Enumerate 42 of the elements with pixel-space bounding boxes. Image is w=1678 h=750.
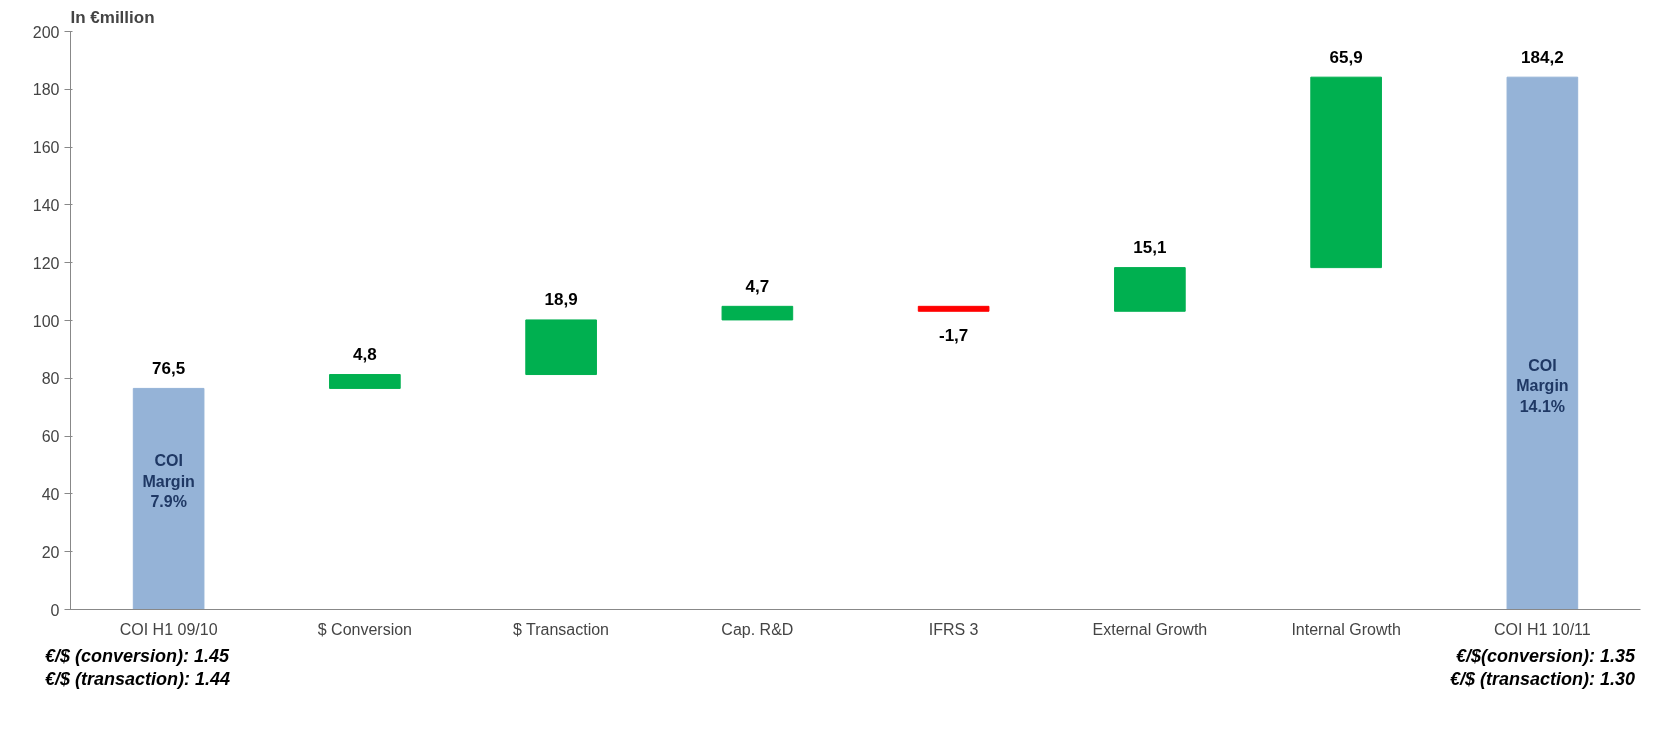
x-tick-label: COI H1 10/11 <box>1494 620 1591 638</box>
text: €/$ (conversion): 1.45 <box>45 646 230 666</box>
data-label: 18,9 <box>544 290 578 310</box>
x-tick-label: Cap. R&D <box>721 620 794 638</box>
text: €/$ (transaction): 1.44 <box>45 669 231 690</box>
y-tick-label: 80 <box>41 370 60 388</box>
data-label: 76,5 <box>152 358 186 378</box>
y-tick-label: 200 <box>32 23 60 41</box>
y-tick-label: 120 <box>32 254 60 272</box>
bar <box>1310 76 1382 269</box>
x-tick-label: COI H1 09/10 <box>119 620 218 638</box>
y-tick-label: 180 <box>32 81 60 99</box>
x-tick-label: $ Conversion <box>317 620 413 638</box>
data-label: 184,2 <box>1521 47 1564 67</box>
x-tick-label: External Growth <box>1092 620 1208 638</box>
y-tick-label: 160 <box>32 139 60 157</box>
text: €/$ (transaction): 1.30 <box>1449 669 1635 690</box>
data-label: 4,8 <box>353 345 377 365</box>
bar <box>132 387 205 610</box>
y-tick-label: 60 <box>41 428 60 446</box>
data-label: 4,7 <box>745 276 770 296</box>
y-tick-label: 0 <box>50 601 60 619</box>
data-label: 65,9 <box>1329 47 1363 67</box>
bar <box>1506 76 1579 610</box>
text: €/$(conversion): 1.35 <box>1455 646 1635 666</box>
x-tick-label: Internal Growth <box>1291 620 1401 638</box>
y-tick-label: 40 <box>41 485 60 503</box>
y-tick-label: 100 <box>32 312 60 330</box>
x-tick-label: IFRS 3 <box>928 620 979 638</box>
chart-title: In €million <box>70 7 155 27</box>
annotation: COI Margin 14.1% <box>1516 357 1569 415</box>
x-tick-label: $ Transaction <box>512 620 610 638</box>
annotation: COI Margin 7.9% <box>142 452 195 511</box>
y-tick-label: 140 <box>32 196 60 214</box>
bar <box>721 305 794 321</box>
bar <box>917 305 990 312</box>
data-label: 15,1 <box>1133 238 1167 258</box>
data-label: -1,7 <box>938 325 969 345</box>
bar <box>1114 267 1186 312</box>
y-tick-label: 20 <box>41 543 60 561</box>
bar <box>329 374 401 389</box>
bar <box>525 319 597 376</box>
